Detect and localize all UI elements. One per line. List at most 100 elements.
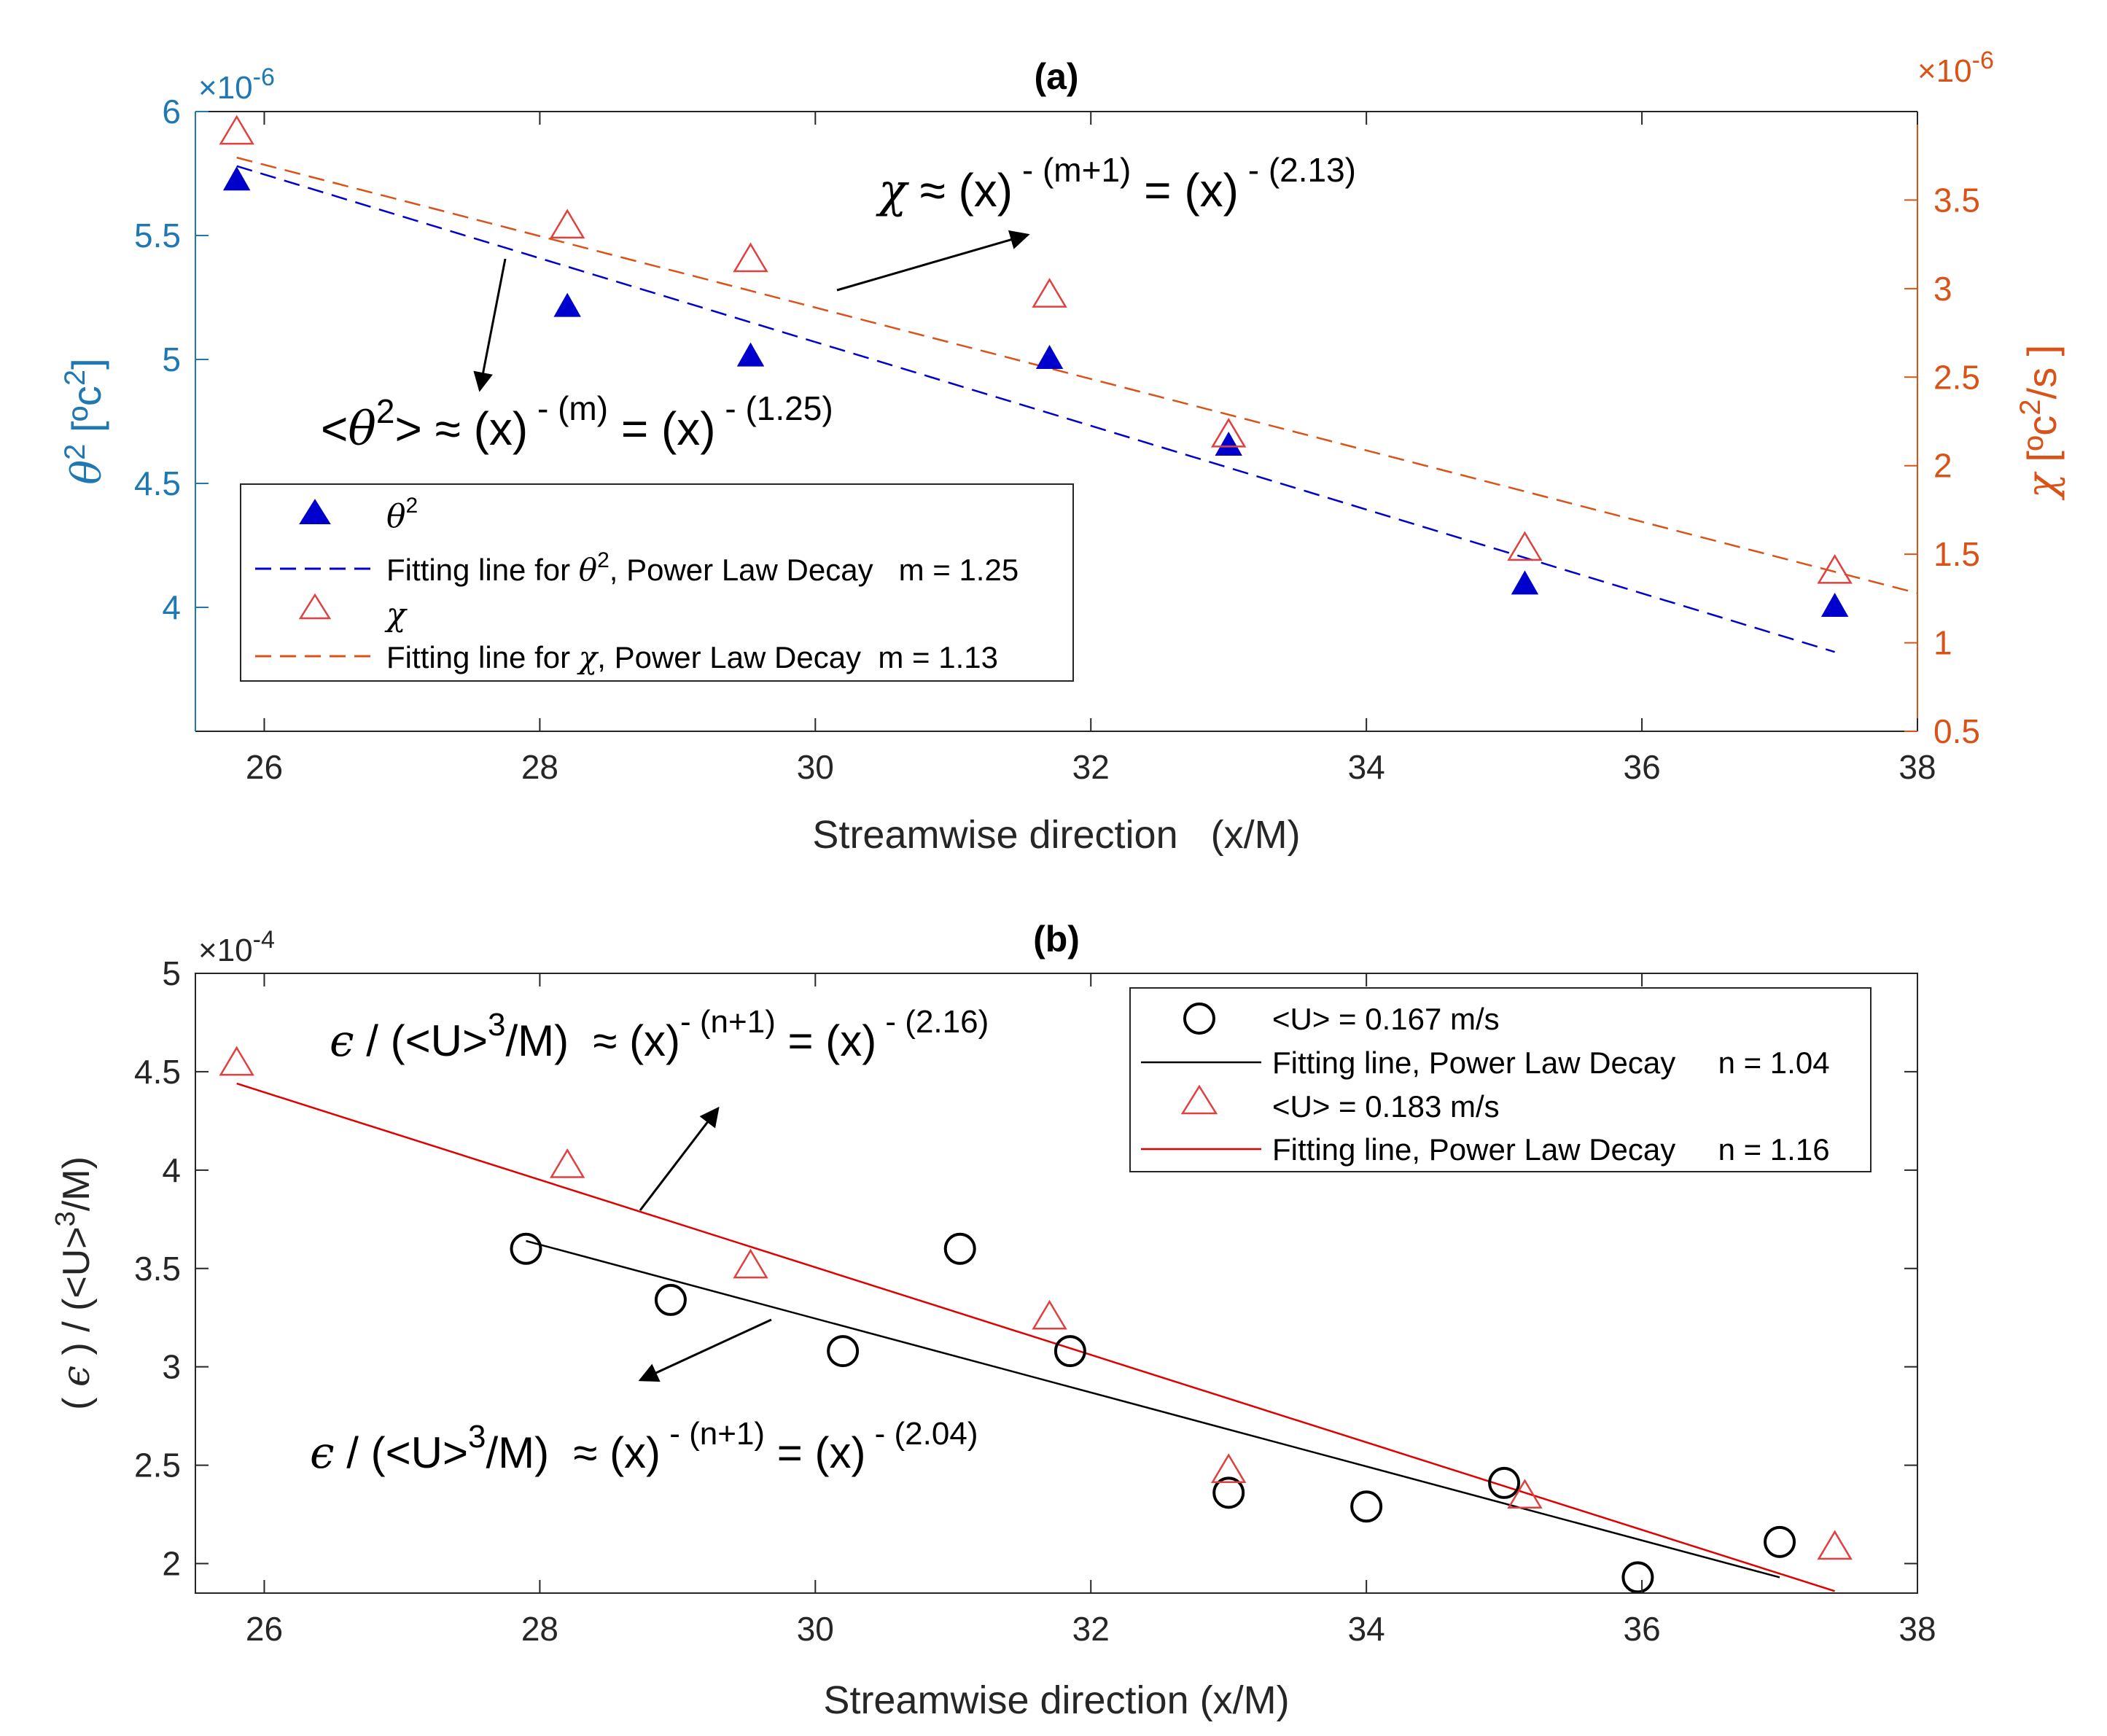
y-tick-label-b-4: 4 bbox=[162, 1151, 181, 1189]
x-axis-label-b: Streamwise direction (x/M) bbox=[823, 1678, 1289, 1722]
chi-point-2 bbox=[733, 242, 768, 273]
legend-label-u167-fit: Fitting line, Power Law Decay n = 1.04 bbox=[1272, 1046, 1830, 1080]
x-tick-label-a-6: 38 bbox=[1898, 748, 1936, 786]
panel-a: 26 28 30 32 34 36 38 4 4.5 5 5.5 6 0.5 1 1.5 2 2.5 3 3.5… bbox=[59, 47, 2066, 857]
left-tick-label-a-4: 6 bbox=[162, 93, 181, 131]
x-tick-label-b-0: 26 bbox=[246, 1610, 283, 1648]
legend-marker-u167 bbox=[1183, 1003, 1215, 1035]
chi-point-4 bbox=[1211, 417, 1247, 448]
legend-box-a bbox=[240, 483, 1074, 682]
theta2-point-1 bbox=[553, 292, 581, 317]
theta2-point-0 bbox=[222, 166, 251, 191]
theta2-point-3 bbox=[1035, 344, 1064, 369]
right-axis-label-a: χ [ºc2/s ] bbox=[2014, 345, 2066, 501]
y-ticks-b: 2 2.5 3 3.5 4 4.5 5 bbox=[134, 954, 1917, 1583]
right-tick-label-a-1: 1 bbox=[1933, 624, 1952, 662]
right-tick-label-a-4: 2.5 bbox=[1933, 358, 1980, 396]
annotation-theta: <θ2> ≈ (x) - (m) = (x) - (1.25) bbox=[321, 389, 833, 456]
y-tick-label-b-6: 5 bbox=[162, 954, 181, 992]
legend-box-b bbox=[1129, 987, 1872, 1172]
arrow-theta bbox=[473, 258, 507, 392]
fit-lines-b bbox=[236, 1082, 1836, 1592]
left-tick-label-a-3: 5.5 bbox=[134, 217, 181, 254]
arrow-eps-bottom bbox=[638, 1318, 772, 1382]
u167-point-2 bbox=[827, 1335, 860, 1368]
x-tick-label-a-0: 26 bbox=[246, 748, 283, 786]
legend-marker-chi bbox=[298, 593, 332, 620]
panel-a-title: (a) bbox=[1034, 56, 1078, 97]
u183-point-1 bbox=[549, 1148, 585, 1178]
x-tick-label-a-3: 32 bbox=[1072, 748, 1110, 786]
legend-label-theta2-fit: Fitting line for θ2, Power Law Decay m =… bbox=[386, 548, 1019, 588]
axes-frame-b bbox=[195, 973, 1918, 1594]
right-tick-label-a-0: 0.5 bbox=[1933, 712, 1980, 750]
u183-point-0 bbox=[219, 1046, 254, 1076]
u167-point-3 bbox=[943, 1232, 976, 1265]
chi-point-5 bbox=[1507, 531, 1543, 561]
annotation-eps-bottom: ϵ / (<U>3/M) ≈ (x) - (n+1) = (x) - (2.04… bbox=[310, 1416, 978, 1479]
chi-point-1 bbox=[549, 209, 585, 239]
points-b bbox=[219, 1046, 1853, 1594]
fit-line-b-3 bbox=[236, 1082, 1836, 1592]
x-tick-label-b-6: 38 bbox=[1898, 1610, 1936, 1648]
right-tick-label-a-5: 3 bbox=[1933, 270, 1952, 308]
annotation-eps-top: ϵ / (<U>3/M) ≈ (x)- (n+1) = (x) - (2.16) bbox=[330, 1004, 989, 1067]
right-tick-label-a-2: 1.5 bbox=[1933, 535, 1980, 573]
arrow-eps-top bbox=[639, 1106, 720, 1211]
arrow-chi bbox=[836, 230, 1030, 292]
x-ticks-a: 26 28 30 32 34 36 38 bbox=[246, 112, 1936, 786]
u183-point-2 bbox=[733, 1248, 768, 1279]
legend-label-chi-fit: Fitting line for χ, Power Law Decay m = … bbox=[386, 639, 998, 675]
x-tick-label-b-2: 30 bbox=[797, 1610, 834, 1648]
u167-point-1 bbox=[654, 1283, 687, 1316]
chi-point-0 bbox=[219, 114, 254, 145]
legend-label-u167: <U> = 0.167 m/s bbox=[1272, 1002, 1500, 1036]
legend-label-theta2: θ2 bbox=[386, 494, 418, 535]
right-tick-label-a-3: 2 bbox=[1933, 447, 1952, 485]
x-tick-label-a-2: 30 bbox=[797, 748, 834, 786]
annotation-chi: χ ≈ (x) - (m+1) = (x) - (2.13) bbox=[876, 151, 1356, 218]
x-ticks-b: 26 28 30 32 34 36 38 bbox=[246, 973, 1936, 1648]
u183-point-6 bbox=[1817, 1530, 1853, 1560]
x-tick-label-b-1: 28 bbox=[521, 1610, 558, 1648]
theta2-point-4 bbox=[1215, 431, 1242, 456]
fit-line-b-1 bbox=[526, 1239, 1780, 1579]
u183-point-4 bbox=[1211, 1453, 1247, 1483]
theta2-point-6 bbox=[1820, 592, 1849, 617]
u167-point-9 bbox=[1764, 1525, 1796, 1558]
x-tick-label-a-5: 36 bbox=[1623, 748, 1660, 786]
legend-label-u183: <U> = 0.183 m/s bbox=[1272, 1089, 1500, 1124]
theta2-point-5 bbox=[1511, 570, 1539, 595]
y-axis-label-b: ( ϵ ) / (<U>3/M) bbox=[50, 1156, 98, 1410]
u167-point-6 bbox=[1350, 1490, 1383, 1523]
fit-line-a-1 bbox=[236, 165, 1835, 653]
fit-lines-a bbox=[236, 156, 1918, 653]
points-a bbox=[219, 114, 1853, 617]
u167-point-8 bbox=[1621, 1561, 1654, 1594]
left-tick-label-a-0: 4 bbox=[162, 588, 181, 626]
left-exponent-a: ×10-6 bbox=[198, 63, 275, 106]
x-tick-label-b-4: 34 bbox=[1348, 1610, 1385, 1648]
right-ticks-a: 0.5 1 1.5 2 2.5 3 3.5 bbox=[1904, 181, 1980, 750]
u183-point-3 bbox=[1032, 1299, 1067, 1330]
y-tick-label-b-5: 4.5 bbox=[134, 1053, 181, 1091]
x-axis-label-a: Streamwise direction (x/M) bbox=[812, 813, 1300, 857]
legend-marker-u183 bbox=[1180, 1084, 1218, 1115]
chi-point-3 bbox=[1032, 278, 1067, 308]
legend-b: <U> = 0.167 m/s Fitting line, Power Law … bbox=[1129, 987, 1872, 1172]
u167-point-7 bbox=[1488, 1466, 1521, 1499]
left-tick-label-a-1: 4.5 bbox=[134, 464, 181, 502]
legend-label-chi: χ bbox=[384, 596, 408, 634]
exponent-b: ×10-4 bbox=[198, 926, 275, 968]
y-tick-label-b-0: 2 bbox=[162, 1545, 181, 1583]
x-tick-label-a-1: 28 bbox=[521, 748, 558, 786]
panel-b: 26 28 30 32 34 36 38 2 2.5 3 3.5 4 4.5 5 (b) ×10-4 S… bbox=[50, 919, 1936, 1722]
left-axis-label-a: θ2 [ºc2] bbox=[59, 358, 111, 484]
legend-a: θ2 Fitting line for θ2, Power Law Decay … bbox=[240, 483, 1074, 682]
x-tick-label-b-5: 36 bbox=[1623, 1610, 1660, 1648]
x-tick-label-b-3: 32 bbox=[1072, 1610, 1110, 1648]
left-tick-label-a-2: 5 bbox=[162, 340, 181, 378]
left-ticks-a: 4 4.5 5 5.5 6 bbox=[134, 93, 209, 626]
right-tick-label-a-6: 3.5 bbox=[1933, 181, 1980, 219]
u167-point-4 bbox=[1054, 1335, 1086, 1368]
